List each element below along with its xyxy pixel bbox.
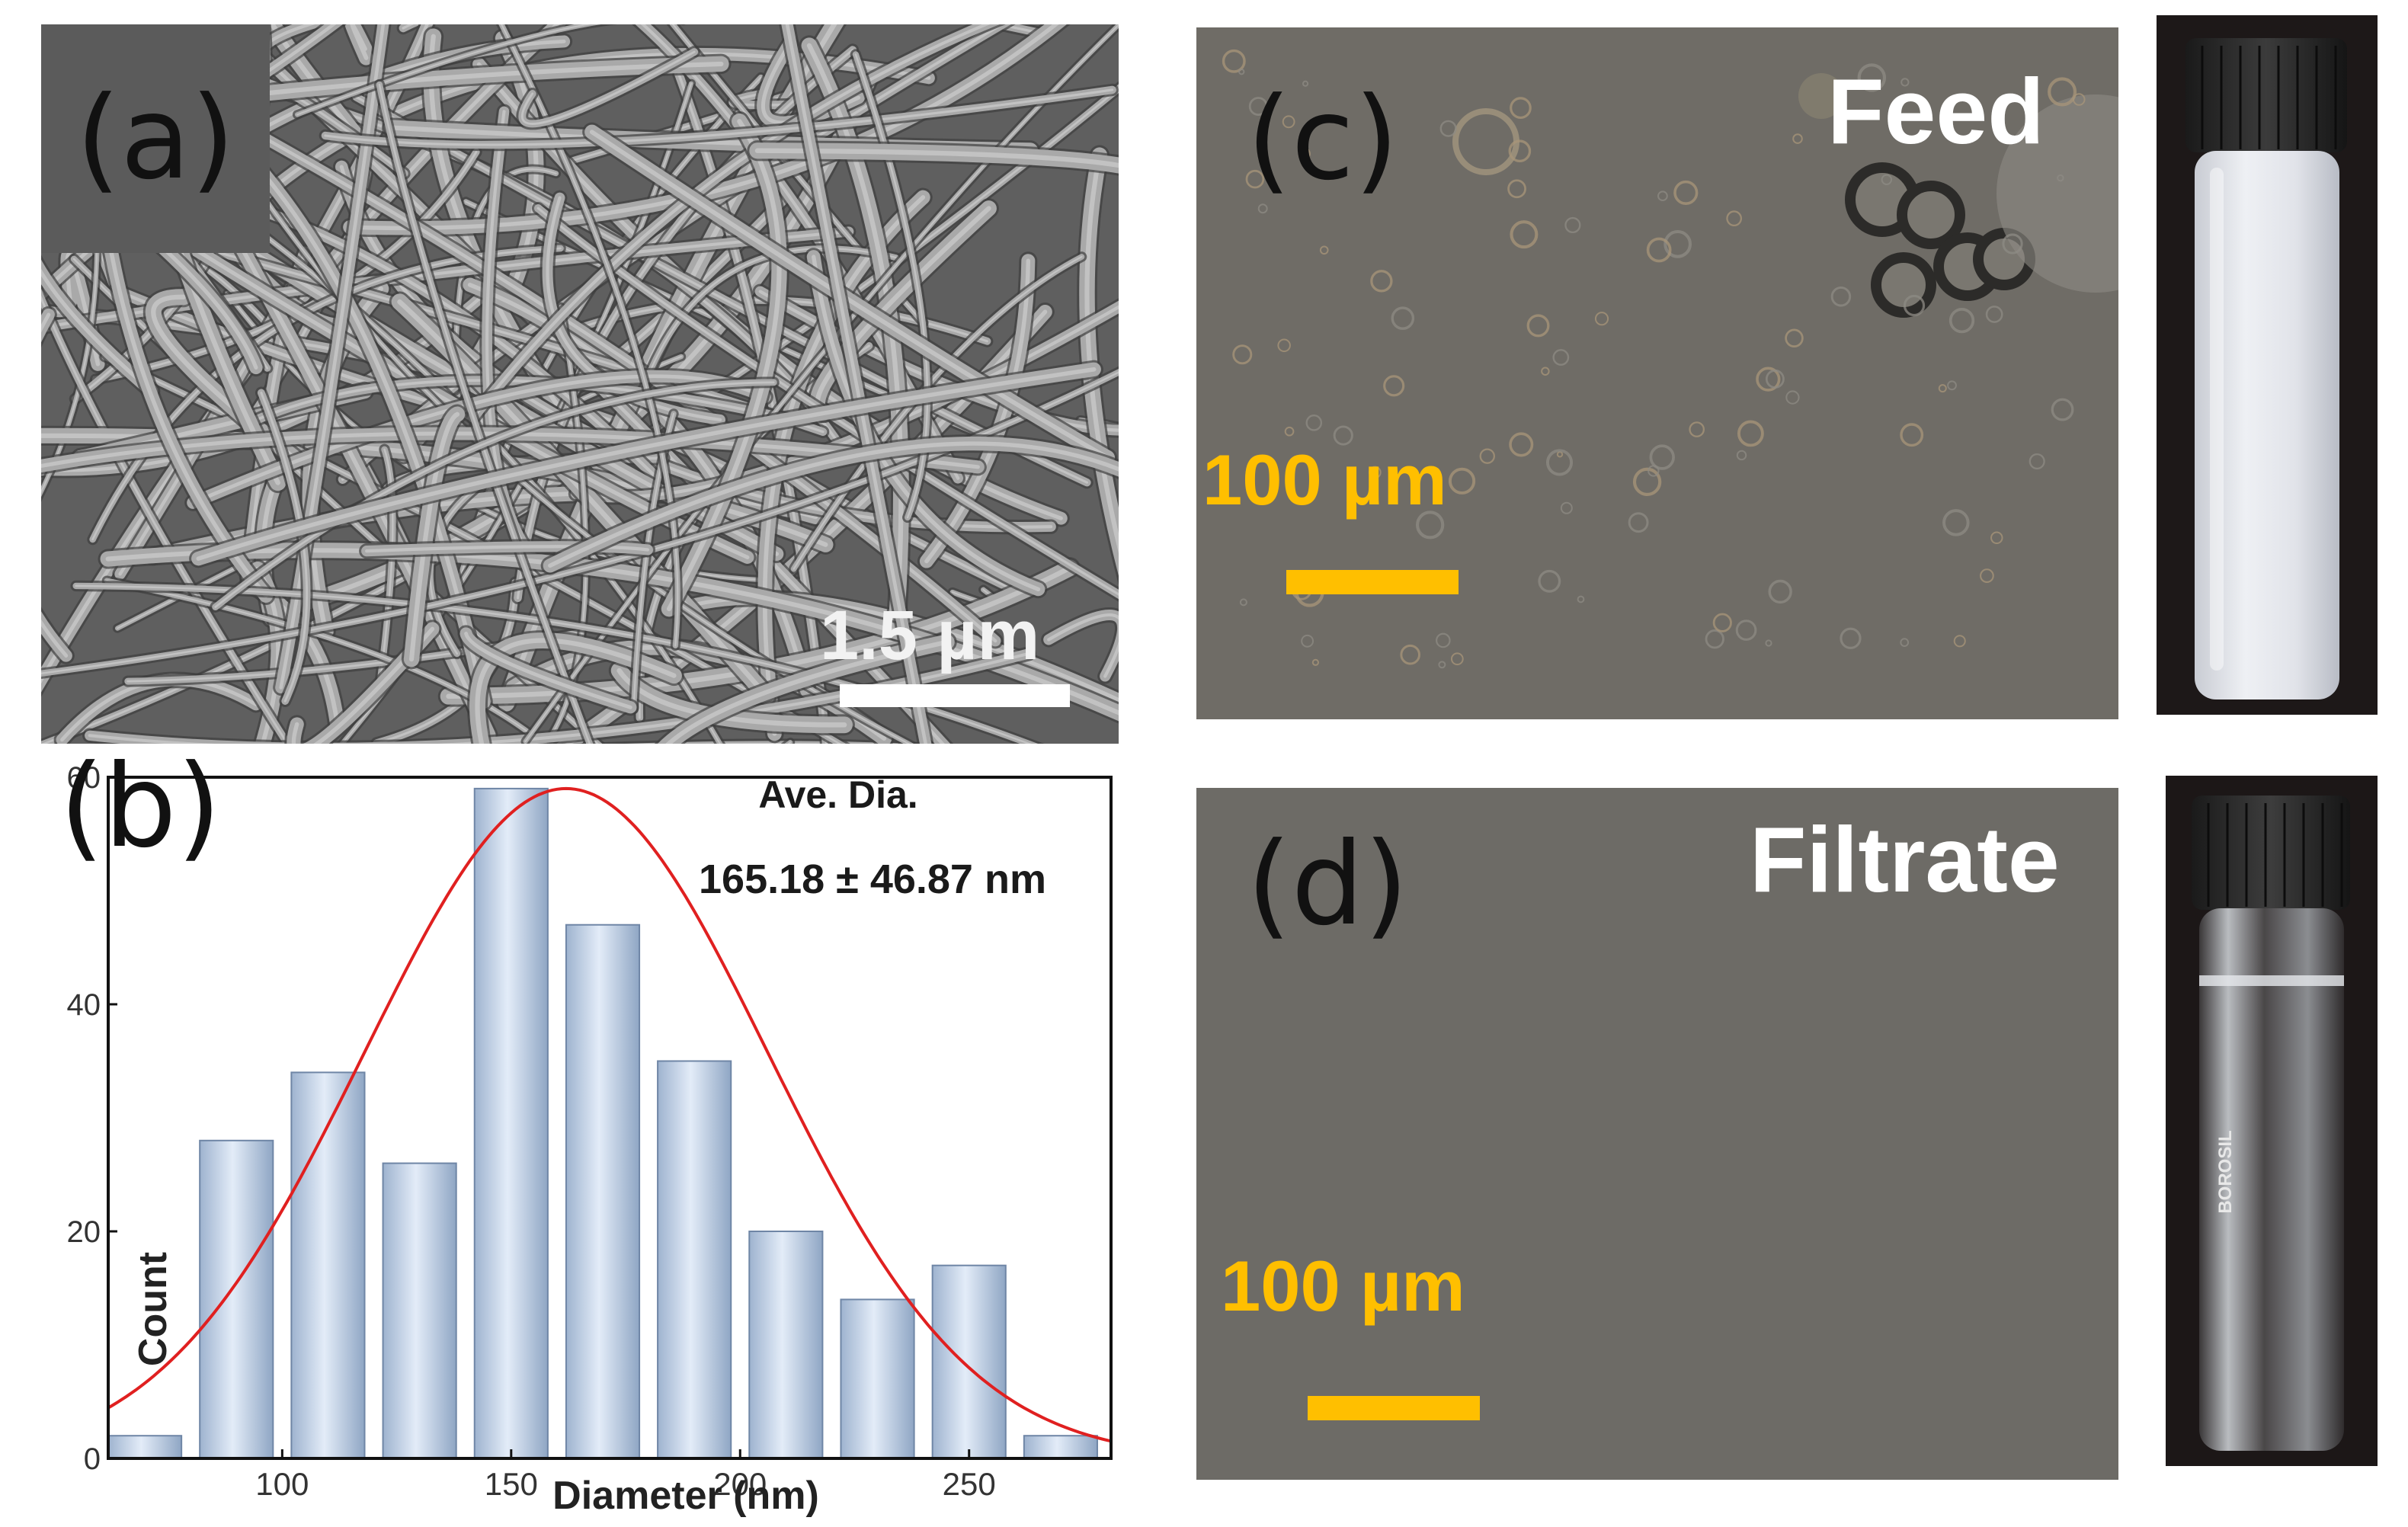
filtrate-scale-bar-label: 100 µm — [1221, 1246, 1465, 1326]
histogram-bar — [199, 1139, 274, 1459]
x-tick-label: 250 — [943, 1466, 996, 1502]
histogram-bar — [931, 1264, 1007, 1460]
average-diameter-title: Ave. Dia. — [758, 773, 917, 816]
y-axis-label: Count — [131, 1252, 175, 1366]
y-tick-label: 20 — [67, 1215, 101, 1249]
histogram-bar — [748, 1231, 824, 1459]
sem-scale-bar — [840, 684, 1070, 707]
feed-scale-bar-label: 100 µm — [1202, 440, 1447, 520]
sem-image-panel: (a) 1.5 µm — [41, 24, 1119, 744]
diameter-histogram: 100 150 200 250 0 20 40 60 Diameter (nm) Count… — [67, 761, 1113, 1518]
y-axis-ticks: 0 20 40 60 — [67, 761, 117, 1476]
x-axis-ticks: 100 150 200 250 — [255, 1449, 996, 1502]
histogram-bar — [565, 924, 641, 1459]
y-tick-label: 40 — [67, 988, 101, 1022]
x-axis-label: Diameter (nm) — [552, 1474, 819, 1518]
feed-title: Feed — [1827, 59, 2045, 163]
gaussian-fit-curve — [107, 786, 1112, 1443]
panel-b-label: (b) — [59, 747, 222, 873]
feed-scale-bar — [1286, 570, 1459, 594]
panel-a-label: (a) — [75, 72, 235, 205]
filtrate-micrograph-panel: (d) Filtrate 100 µm — [1196, 788, 2118, 1480]
y-tick-label: 0 — [84, 1442, 101, 1476]
histogram-bar — [382, 1162, 457, 1459]
histogram-bar — [290, 1071, 366, 1459]
sem-scale-bar-label: 1.5 µm — [820, 597, 1040, 674]
average-diameter-value: 165.18 ± 46.87 nm — [699, 856, 1046, 902]
histogram-bar — [840, 1298, 915, 1460]
vial-brand-text: BOROSIL — [2215, 1130, 2236, 1213]
feed-vial-drawing — [2157, 15, 2378, 715]
filtrate-vial-drawing: BOROSIL — [2166, 776, 2378, 1466]
filtrate-scale-bar — [1308, 1396, 1480, 1420]
histogram-panel: 100 150 200 250 0 20 40 60 Diameter (nm) Count… — [30, 747, 1128, 1527]
filtrate-title: Filtrate — [1750, 808, 2060, 911]
y-tick-label: 60 — [67, 761, 101, 795]
panel-a-label-box: (a) — [41, 24, 270, 253]
feed-droplets — [1222, 49, 2118, 669]
feed-vial-photo — [2157, 15, 2378, 715]
panel-d-label: (d) — [1247, 818, 1409, 951]
filtrate-vial-photo: BOROSIL — [2166, 776, 2378, 1466]
histogram-bar — [1023, 1435, 1098, 1460]
histogram-bar — [107, 1435, 183, 1460]
histogram-bar — [657, 1060, 732, 1459]
x-tick-label: 150 — [485, 1466, 538, 1502]
plot-frame — [107, 776, 1113, 1460]
panel-c-label: (c) — [1247, 73, 1399, 206]
x-tick-label: 200 — [713, 1466, 767, 1502]
feed-micrograph-panel: (c) Feed 100 µm — [1196, 27, 2118, 719]
histogram-bars — [107, 787, 1098, 1460]
histogram-bar — [473, 787, 549, 1459]
x-tick-label: 100 — [255, 1466, 309, 1502]
